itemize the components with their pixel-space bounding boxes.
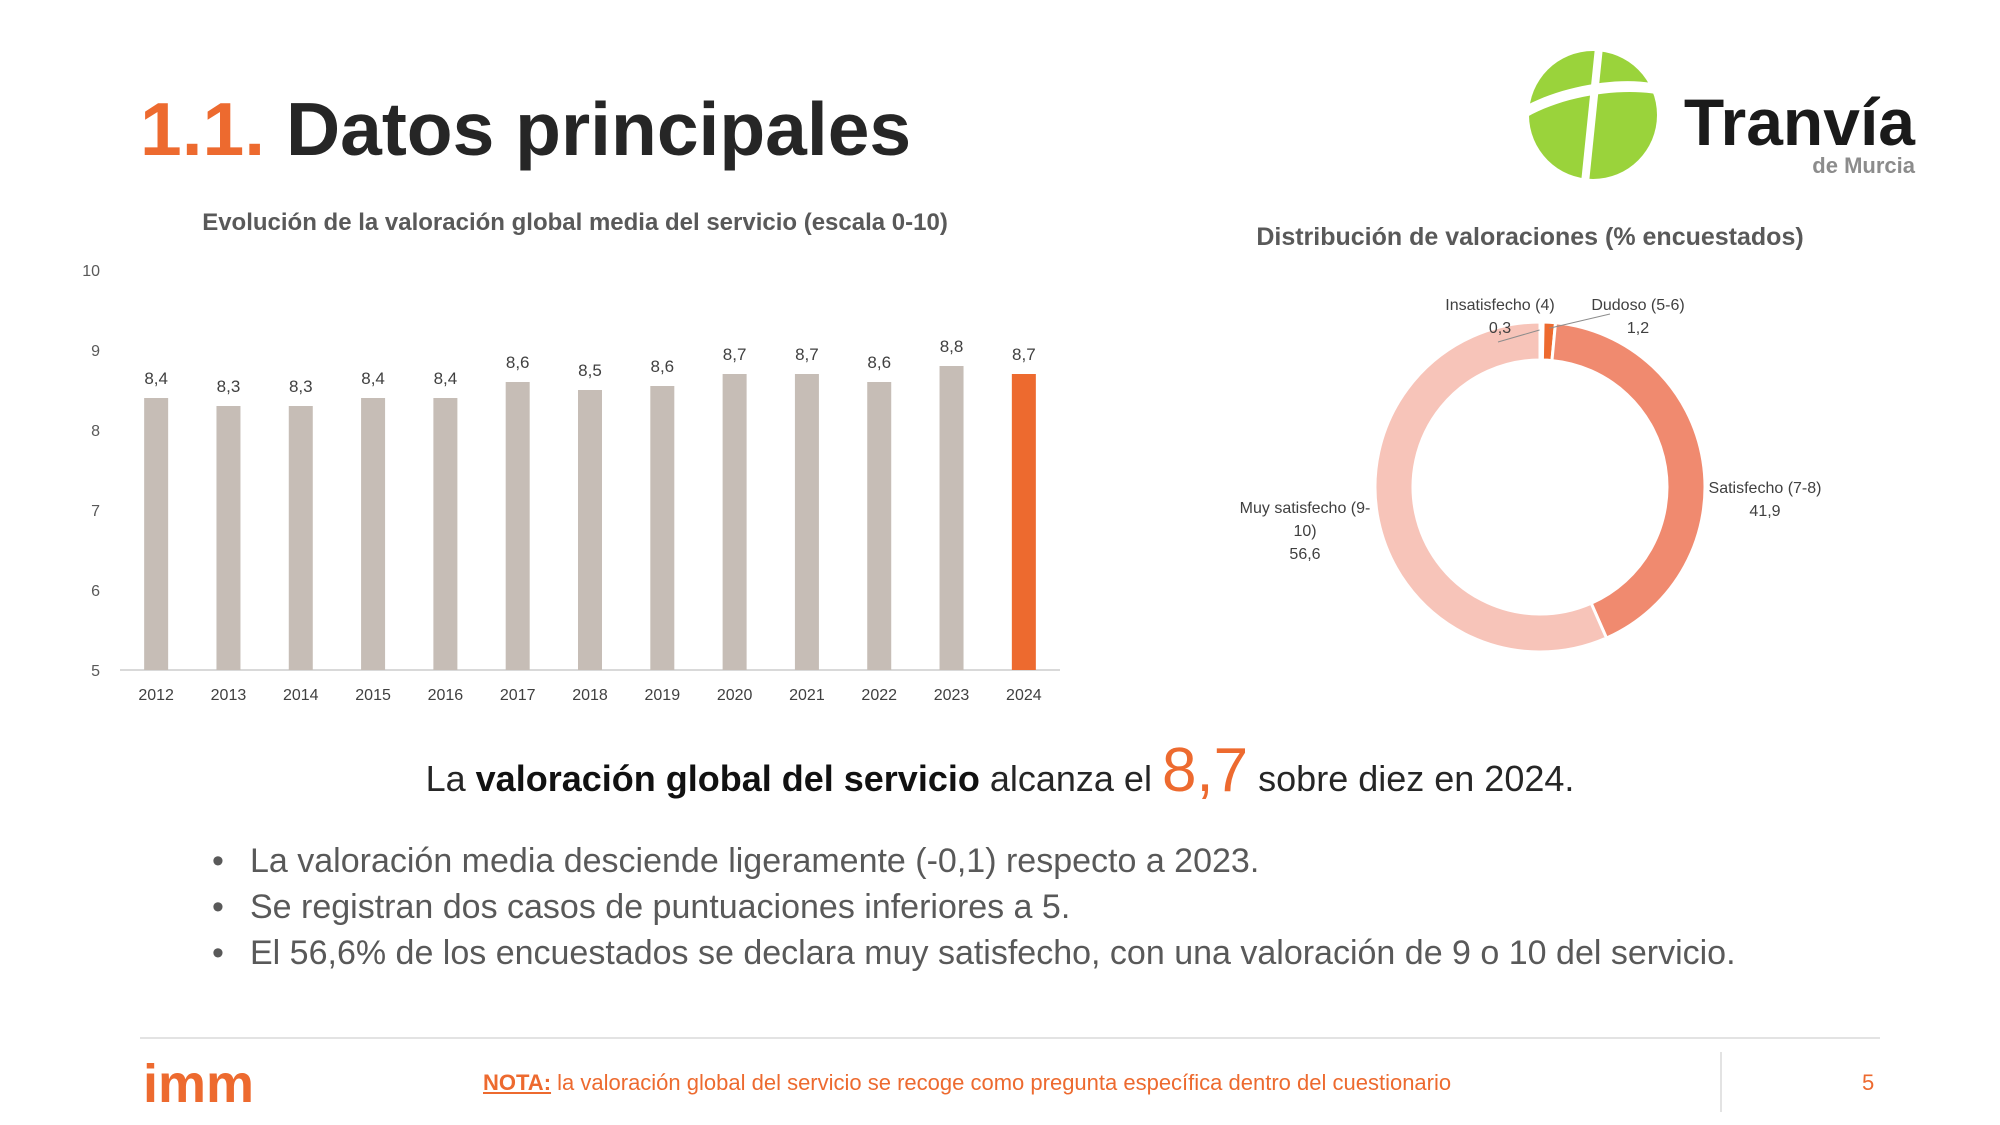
x-tick-label: 2015 [355, 687, 391, 704]
x-tick-label: 2012 [138, 687, 174, 704]
donut-chart-title: Distribución de valoraciones (% encuesta… [1256, 223, 1804, 251]
bar-2022 [867, 382, 892, 670]
imm-logo-text: imm [143, 1062, 254, 1106]
tranvia-logo: Tranvía de Murcia [1525, 45, 1925, 185]
donut-slice [1550, 321, 1707, 640]
y-tick-label: 7 [91, 503, 100, 520]
page-title: 1.1. Datos principales [140, 92, 911, 167]
bar-2023 [939, 366, 964, 670]
footer-note: NOTA: la valoración global del servicio … [483, 1070, 1451, 1096]
bar-2020 [722, 374, 747, 670]
tranvia-logo-subtext: de Murcia [1812, 153, 1915, 178]
bullet-list: La valoración media desciende ligerament… [210, 838, 1736, 976]
bar-value-label: 8,8 [940, 337, 964, 356]
section-number: 1.1. [140, 87, 266, 171]
tranvia-logo-mark-icon [1527, 47, 1661, 183]
note-text: la valoración global del servicio se rec… [551, 1070, 1452, 1095]
bar-2015 [361, 398, 386, 670]
x-tick-label: 2013 [211, 687, 247, 704]
headline-mid: alcanza el [979, 758, 1162, 799]
bar-2012 [144, 398, 169, 670]
bullet-item: La valoración media desciende ligerament… [210, 838, 1736, 884]
slice-value-label: 1,2 [1627, 320, 1649, 337]
y-tick-label: 10 [82, 263, 100, 280]
x-tick-label: 2024 [1006, 687, 1042, 704]
x-tick-label: 2022 [861, 687, 897, 704]
bar-value-label: 8,4 [361, 369, 385, 388]
bar-2014 [288, 406, 313, 670]
y-tick-label: 5 [91, 663, 100, 680]
bar-chart: 5 6 7 8 9 10 8,4 2012 8,3 2013 8,3 2014 8,4 2015 8,4 20… [82, 263, 1060, 704]
headline-strong: valoración global del servicio [475, 758, 980, 799]
bar-chart-title: Evolución de la valoración global media … [202, 209, 948, 236]
bar-value-label: 8,6 [506, 353, 530, 372]
x-tick-label: 2021 [789, 687, 825, 704]
slice-value-label: 0,3 [1489, 320, 1511, 337]
bar-value-label: 8,4 [434, 369, 458, 388]
x-tick-label: 2020 [717, 687, 753, 704]
x-tick-label: 2016 [428, 687, 464, 704]
slice-value-label: 56,6 [1289, 546, 1320, 563]
slice-category-label: Muy satisfecho (9- [1240, 500, 1371, 517]
bar-value-label: 8,7 [1012, 345, 1036, 364]
x-tick-label: 2023 [934, 687, 970, 704]
page-number: 5 [1862, 1070, 1875, 1095]
bullet-item: Se registran dos casos de puntuaciones i… [210, 884, 1736, 930]
footer-divider [140, 1037, 1880, 1039]
slice-value-label: 41,9 [1749, 503, 1780, 520]
y-tick-label: 9 [91, 343, 100, 360]
section-title: Datos principales [285, 87, 912, 171]
imm-logo: imm [143, 1054, 313, 1114]
slice-category-label: Insatisfecho (4) [1445, 297, 1554, 314]
footer-vertical-divider [1720, 1052, 1722, 1112]
headline-pre: La [425, 758, 476, 799]
bullet-item: El 56,6% de los encuestados se declara m… [210, 930, 1736, 976]
x-tick-label: 2017 [500, 687, 536, 704]
slice-category-label: Dudoso (5-6) [1591, 297, 1684, 314]
bar-2021 [794, 374, 819, 670]
bar-value-label: 8,6 [650, 357, 674, 376]
bar-2016 [433, 398, 458, 670]
y-tick-label: 6 [91, 583, 100, 600]
note-label: NOTA: [483, 1070, 552, 1095]
bar-value-label: 8,5 [578, 361, 602, 380]
leader-line [1549, 313, 1611, 329]
bar-value-label: 8,3 [289, 377, 313, 396]
headline-score: 8,7 [1161, 736, 1249, 805]
bar-2017 [505, 382, 530, 670]
slice-category-label: 10) [1293, 523, 1316, 540]
x-tick-label: 2014 [283, 687, 319, 704]
bar-2018 [578, 390, 602, 670]
x-tick-label: 2019 [645, 687, 681, 704]
headline: La valoración global del servicio alcanz… [0, 735, 2000, 806]
bar-value-label: 8,3 [217, 377, 241, 396]
bar-value-label: 8,4 [144, 369, 168, 388]
bar-value-label: 8,7 [795, 345, 819, 364]
bar-2024 [1011, 374, 1036, 670]
donut-slice [1373, 320, 1609, 654]
bar-2019 [650, 386, 675, 670]
y-tick-label: 8 [91, 423, 100, 440]
bar-value-label: 8,6 [867, 353, 891, 372]
slice-category-label: Satisfecho (7-8) [1709, 480, 1822, 497]
headline-post: sobre diez en 2024. [1248, 758, 1575, 799]
bar-2013 [216, 406, 241, 670]
donut-chart: Insatisfecho (4) 0,3 Dudoso (5-6) 1,2 Satisf… [1240, 297, 1822, 654]
x-tick-label: 2018 [572, 687, 608, 704]
tranvia-logo-text: Tranvía [1684, 85, 1916, 159]
bar-value-label: 8,7 [723, 345, 747, 364]
leader-line [1497, 329, 1540, 343]
